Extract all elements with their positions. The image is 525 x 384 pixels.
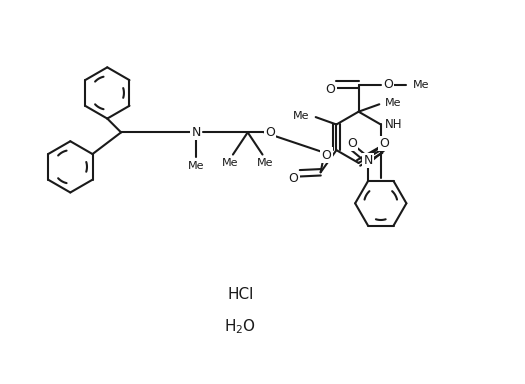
Text: O: O (379, 137, 389, 150)
Text: O: O (289, 172, 299, 185)
Text: H$_2$O: H$_2$O (224, 318, 256, 336)
Text: N: N (363, 154, 373, 167)
Text: O: O (383, 78, 393, 91)
Text: Me: Me (188, 161, 204, 171)
Text: HCl: HCl (227, 288, 254, 303)
Text: Me: Me (413, 79, 430, 89)
Text: O: O (326, 83, 335, 96)
Text: Me: Me (222, 158, 239, 168)
Text: O: O (347, 137, 356, 150)
Text: O: O (265, 126, 275, 139)
Text: NH: NH (385, 118, 402, 131)
Text: O: O (322, 149, 331, 162)
Text: Me: Me (385, 98, 402, 108)
Text: N: N (191, 126, 201, 139)
Text: Me: Me (257, 158, 273, 168)
Text: Me: Me (293, 111, 310, 121)
